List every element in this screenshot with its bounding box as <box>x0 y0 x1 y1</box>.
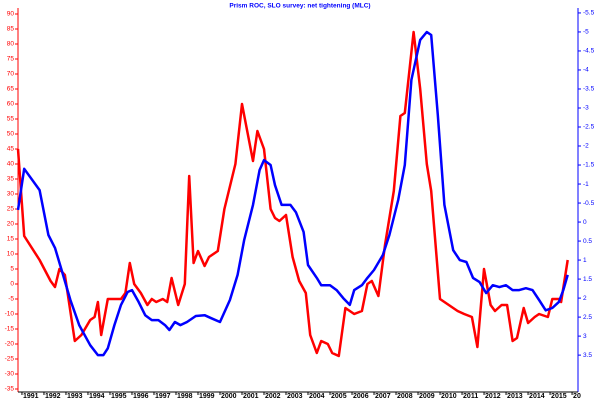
x-tick-label: 2004 <box>309 393 325 400</box>
x-tick-label: 2000 <box>221 393 237 400</box>
y-tick-label: 55 <box>7 116 15 123</box>
data-line <box>16 30 569 357</box>
x-tick-label: 20 <box>573 393 581 400</box>
y2-tick-label: -4.5 <box>583 48 595 55</box>
y-tick-label: -20 <box>5 341 15 348</box>
y-tick-label: 0 <box>10 281 14 288</box>
y-tick-label: 30 <box>7 191 15 198</box>
x-tick-label: 2013 <box>507 393 523 400</box>
y-tick-label: -25 <box>5 356 15 363</box>
y2-tick-label: 1 <box>583 257 587 264</box>
y2-tick-label: -5 <box>583 29 589 36</box>
x-tick-label: 2006 <box>353 393 369 400</box>
x-tick-label: 1993 <box>67 393 83 400</box>
x-tick-label: 1996 <box>133 393 149 400</box>
y2-tick-label: -4 <box>583 67 589 74</box>
y-tick-label: 65 <box>7 86 15 93</box>
x-tick-label: 2014 <box>529 393 545 400</box>
y-tick-label: 80 <box>7 41 15 48</box>
x-tick-label: 2012 <box>485 393 501 400</box>
x-tick-label: 2007 <box>375 393 391 400</box>
y-tick-label: 35 <box>7 176 15 183</box>
x-tick-label: 2009 <box>419 393 435 400</box>
y2-tick-label: 3 <box>583 333 587 340</box>
y-tick-label: 50 <box>7 131 15 138</box>
x-tick-label: 2008 <box>397 393 413 400</box>
y-tick-label: 45 <box>7 146 15 153</box>
x-tick-label: 1998 <box>177 393 193 400</box>
y-tick-label: 70 <box>7 71 15 78</box>
y2-tick-label: -1.5 <box>583 162 595 169</box>
y-tick-label: 60 <box>7 101 15 108</box>
x-tick-label: 2003 <box>287 393 303 400</box>
y-tick-label: 5 <box>10 266 14 273</box>
y2-tick-label: -1 <box>583 181 589 188</box>
y2-tick-label: 3.5 <box>583 352 592 359</box>
x-tick-label: 1994 <box>89 393 105 400</box>
y-tick-label: 85 <box>7 26 15 33</box>
y2-tick-label: 1.5 <box>583 276 592 283</box>
y-tick-label: 75 <box>7 56 15 63</box>
y2-tick-label: 2.5 <box>583 314 592 321</box>
y-tick-label: -10 <box>5 311 15 318</box>
chart-title: Prism ROC, SLO survey: net tightening (M… <box>229 3 370 10</box>
x-tick-label: 1991 <box>23 393 39 400</box>
y-tick-label: -5 <box>8 296 14 303</box>
y2-tick-label: -5.5 <box>583 10 595 17</box>
x-tick-label: 2011 <box>463 393 478 400</box>
y-tick-label: 40 <box>7 161 15 168</box>
x-tick-label: 2010 <box>441 393 457 400</box>
y-tick-label: -15 <box>5 326 15 333</box>
y2-tick-label: 0 <box>583 219 587 226</box>
y2-tick-label: -3 <box>583 105 589 112</box>
y-tick-label: 25 <box>7 206 15 213</box>
x-tick-label: 1992 <box>45 393 61 400</box>
y-tick-label: 90 <box>7 11 15 18</box>
y-tick-label: -30 <box>5 371 15 378</box>
x-tick-label: 2005 <box>331 393 347 400</box>
y2-tick-label: -0.5 <box>583 200 595 207</box>
x-tick-label: 1995 <box>111 393 127 400</box>
y-tick-label: 20 <box>7 221 15 228</box>
x-tick-label: 2002 <box>265 393 281 400</box>
x-tick-label: 2015 <box>551 393 567 400</box>
y-tick-label: 15 <box>7 236 15 243</box>
y-tick-label: -35 <box>5 386 15 393</box>
y2-tick-label: 2 <box>583 295 587 302</box>
x-tick-label: 1999 <box>199 393 215 400</box>
y-tick-label: 10 <box>7 251 15 258</box>
x-tick-label: 2001 <box>243 393 259 400</box>
y2-tick-label: -2 <box>583 143 589 150</box>
y2-tick-label: -2.5 <box>583 124 595 131</box>
data-line <box>16 30 569 358</box>
y2-tick-label: -3.5 <box>583 86 595 93</box>
x-tick-label: 1997 <box>155 393 171 400</box>
y2-tick-label: 0.5 <box>583 238 592 245</box>
